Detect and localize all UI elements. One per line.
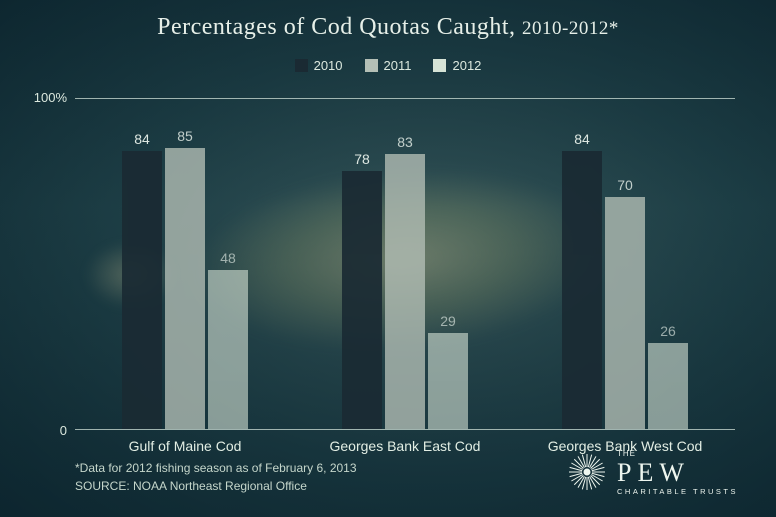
footnote-line1: *Data for 2012 fishing season as of Febr… — [75, 459, 357, 477]
sunburst-icon — [567, 452, 607, 492]
bar-group: 847026 — [515, 98, 735, 429]
bar: 29 — [428, 333, 468, 429]
bar-group: 848548 — [75, 98, 295, 429]
y-axis-label-100: 100% — [25, 90, 67, 105]
legend-item: 2010 — [295, 58, 343, 73]
legend-label: 2011 — [384, 58, 412, 73]
plot-area: 848548788329847026 — [75, 98, 735, 430]
bar-value-label: 70 — [605, 177, 645, 193]
bar-value-label: 78 — [342, 151, 382, 167]
title-span: 2010-2012* — [522, 18, 619, 39]
category-label: Georges Bank East Cod — [295, 438, 515, 454]
bar-value-label: 84 — [562, 131, 602, 147]
bar-value-label: 84 — [122, 131, 162, 147]
bar-value-label: 83 — [385, 134, 425, 150]
bar-groups: 848548788329847026 — [75, 98, 735, 429]
logo-subtitle: CHARITABLE TRUSTS — [617, 488, 738, 496]
legend-swatch — [365, 59, 378, 72]
legend: 2010 2011 2012 — [0, 58, 776, 73]
logo-text: THE PEW CHARITABLE TRUSTS — [617, 450, 738, 496]
legend-item: 2012 — [433, 58, 481, 73]
legend-swatch — [433, 59, 446, 72]
legend-label: 2012 — [452, 58, 481, 73]
y-axis-label-0: 0 — [25, 423, 67, 438]
legend-item: 2011 — [365, 58, 412, 73]
logo-the: THE — [617, 450, 738, 458]
title-main: Percentages of Cod Quotas Caught, — [157, 14, 522, 40]
category-label: Gulf of Maine Cod — [75, 438, 295, 454]
bar: 85 — [165, 148, 205, 429]
bar-value-label: 29 — [428, 313, 468, 329]
bar: 84 — [562, 151, 602, 429]
bar: 83 — [385, 154, 425, 429]
footnote-line2: SOURCE: NOAA Northeast Regional Office — [75, 477, 357, 495]
bar-value-label: 85 — [165, 128, 205, 144]
chart-area: 100% 0 848548788329847026 — [75, 98, 735, 430]
bar: 26 — [648, 343, 688, 429]
bar-value-label: 48 — [208, 250, 248, 266]
footnote: *Data for 2012 fishing season as of Febr… — [75, 459, 357, 495]
bar: 78 — [342, 171, 382, 429]
logo-name: PEW — [617, 460, 738, 486]
bar: 84 — [122, 151, 162, 429]
bar: 48 — [208, 270, 248, 429]
bar: 70 — [605, 197, 645, 429]
bar-group: 788329 — [295, 98, 515, 429]
legend-swatch — [295, 59, 308, 72]
pew-logo: THE PEW CHARITABLE TRUSTS — [567, 450, 738, 496]
bar-value-label: 26 — [648, 323, 688, 339]
chart-title: Percentages of Cod Quotas Caught, 2010-2… — [0, 14, 776, 41]
legend-label: 2010 — [314, 58, 343, 73]
